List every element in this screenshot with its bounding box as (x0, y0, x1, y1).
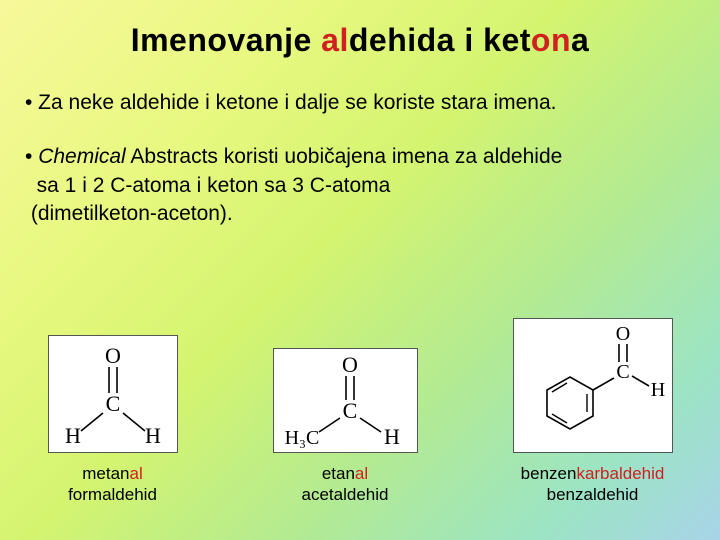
molecule-image-box: O C H₃C H (273, 348, 418, 453)
svg-text:O: O (105, 343, 121, 368)
title-text: a (571, 22, 589, 58)
svg-text:C: C (616, 361, 629, 383)
acetaldehyde-structure-icon: O C H₃C H (275, 350, 415, 450)
label-hl: karbaldehid (576, 464, 664, 483)
formaldehyde-structure-icon: O C H H (53, 339, 173, 449)
svg-text:C: C (343, 398, 358, 423)
bullet-text: (dimetilketon-aceton). (31, 202, 233, 225)
title-text: i ket (455, 22, 531, 58)
bullet-1: • Za neke aldehide i ketone i dalje se k… (25, 89, 695, 117)
title-hl-2: on (531, 22, 571, 58)
molecule-acetaldehyde: O C H₃C H etanal acetaldehid (273, 348, 418, 506)
svg-text:O: O (616, 323, 630, 345)
svg-text:H: H (145, 423, 161, 448)
title-text: Imenovanje (131, 22, 321, 58)
svg-text:H₃C: H₃C (285, 427, 320, 449)
molecule-row: O C H H metanal formaldehid O C (0, 318, 720, 506)
molecule-label: etanal acetaldehid (302, 463, 389, 506)
label-text: benzen (521, 464, 577, 483)
label-alt: formaldehid (68, 485, 157, 504)
label-alt: acetaldehid (302, 485, 389, 504)
bullet-text: sa 1 i 2 C-atoma i keton sa 3 C-atoma (37, 174, 391, 197)
title-hl-1: al (321, 22, 349, 58)
label-text: etan (322, 464, 355, 483)
benzaldehyde-structure-icon: O C H (515, 320, 670, 450)
svg-text:H: H (651, 379, 665, 401)
svg-text:O: O (342, 352, 358, 377)
label-text: metan (82, 464, 129, 483)
molecule-formaldehyde: O C H H metanal formaldehid (48, 335, 178, 506)
label-hl: al (130, 464, 143, 483)
page-title: Imenovanje aldehida i ketona (0, 0, 720, 59)
bullet-2: • Chemical Abstracts koristi uobičajena … (25, 143, 695, 228)
molecule-image-box: O C H (513, 318, 673, 453)
bullet-text: Abstracts koristi uobičajena imena za al… (126, 145, 563, 168)
svg-text:H: H (384, 424, 400, 449)
title-text: dehida (349, 22, 455, 58)
content-area: • Za neke aldehide i ketone i dalje se k… (0, 59, 720, 228)
molecule-label: benzenkarbaldehid benzaldehid (521, 463, 665, 506)
bullet-italic: Chemical (38, 145, 126, 168)
molecule-image-box: O C H H (48, 335, 178, 453)
bullet-marker: • (25, 145, 38, 168)
label-hl: al (355, 464, 368, 483)
svg-text:C: C (105, 391, 120, 416)
molecule-label: metanal formaldehid (68, 463, 157, 506)
molecule-benzaldehyde: O C H benzenkarbaldehid benzaldehid (513, 318, 673, 506)
label-alt: benzaldehid (547, 485, 639, 504)
svg-text:H: H (65, 423, 81, 448)
